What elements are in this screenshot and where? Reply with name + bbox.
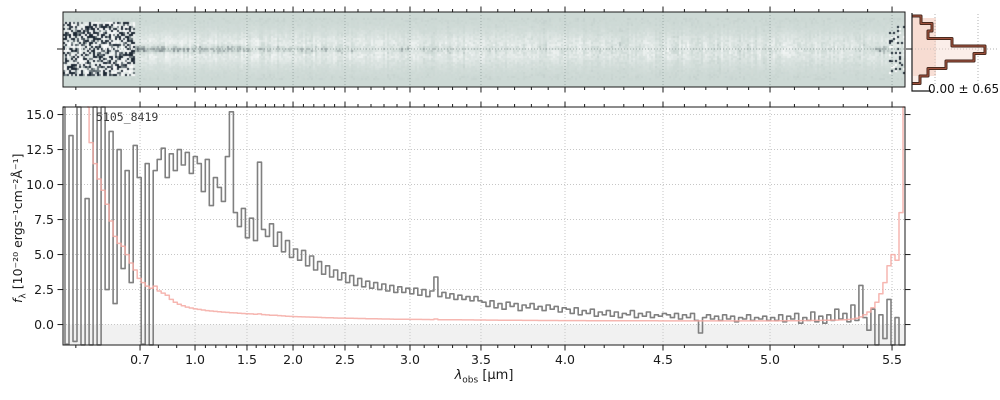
noise-histogram-panel [906, 13, 999, 92]
ylabel-symbol: f [9, 298, 25, 303]
y-tick-label: 10.0 [26, 177, 54, 192]
flux-series [63, 106, 905, 346]
xlabel-symbol: λ [454, 368, 463, 383]
y-tick-label: 7.5 [34, 212, 54, 227]
x-tick-label: 4.5 [653, 352, 673, 367]
x-tick-label: 3.0 [400, 352, 420, 367]
y-tick-label: 0.0 [34, 317, 54, 332]
object-id-label: 5105_8419 [96, 110, 159, 124]
main-axes-frame: 0.7 1.0 1.5 2.0 2.5 3.0 3.5 4.0 4.5 5.0 5.5 0.0 2.5 5… [26, 101, 911, 367]
x-axis-label: λobs [μm] [384, 368, 584, 386]
spectrum-2d-canvas [63, 12, 905, 87]
x-tick-label: 3.5 [471, 352, 491, 367]
x-tick-label: 1.0 [185, 352, 205, 367]
x-tick-label: 5.5 [882, 352, 902, 367]
ylabel-unit: [10⁻²⁰ ergs⁻¹cm⁻²Å⁻¹] [9, 153, 25, 290]
y-axis-label: fλ [10⁻²⁰ ergs⁻¹cm⁻²Å⁻¹] [10, 113, 29, 343]
y-tick-label: 2.5 [34, 282, 54, 297]
x-tick-label: 0.7 [130, 352, 150, 367]
xlabel-subscript: obs [462, 375, 479, 386]
uncertainty-series [87, 106, 905, 322]
x-tick-label: 1.5 [237, 352, 257, 367]
x-tick-label: 5.0 [760, 352, 780, 367]
main-axes-grid [63, 107, 905, 345]
y-tick-label: 5.0 [34, 247, 54, 262]
x-tick-label: 2.5 [335, 352, 355, 367]
x-tick-label: 2.0 [283, 352, 303, 367]
histogram-stat-label: 0.00 ± 0.65 [928, 82, 1000, 96]
xlabel-unit: [μm] [482, 368, 514, 383]
x-tick-label: 4.0 [555, 352, 575, 367]
ylabel-subscript: λ [18, 293, 29, 299]
y-tick-label: 15.0 [26, 107, 54, 122]
y-tick-label: 12.5 [26, 142, 54, 157]
